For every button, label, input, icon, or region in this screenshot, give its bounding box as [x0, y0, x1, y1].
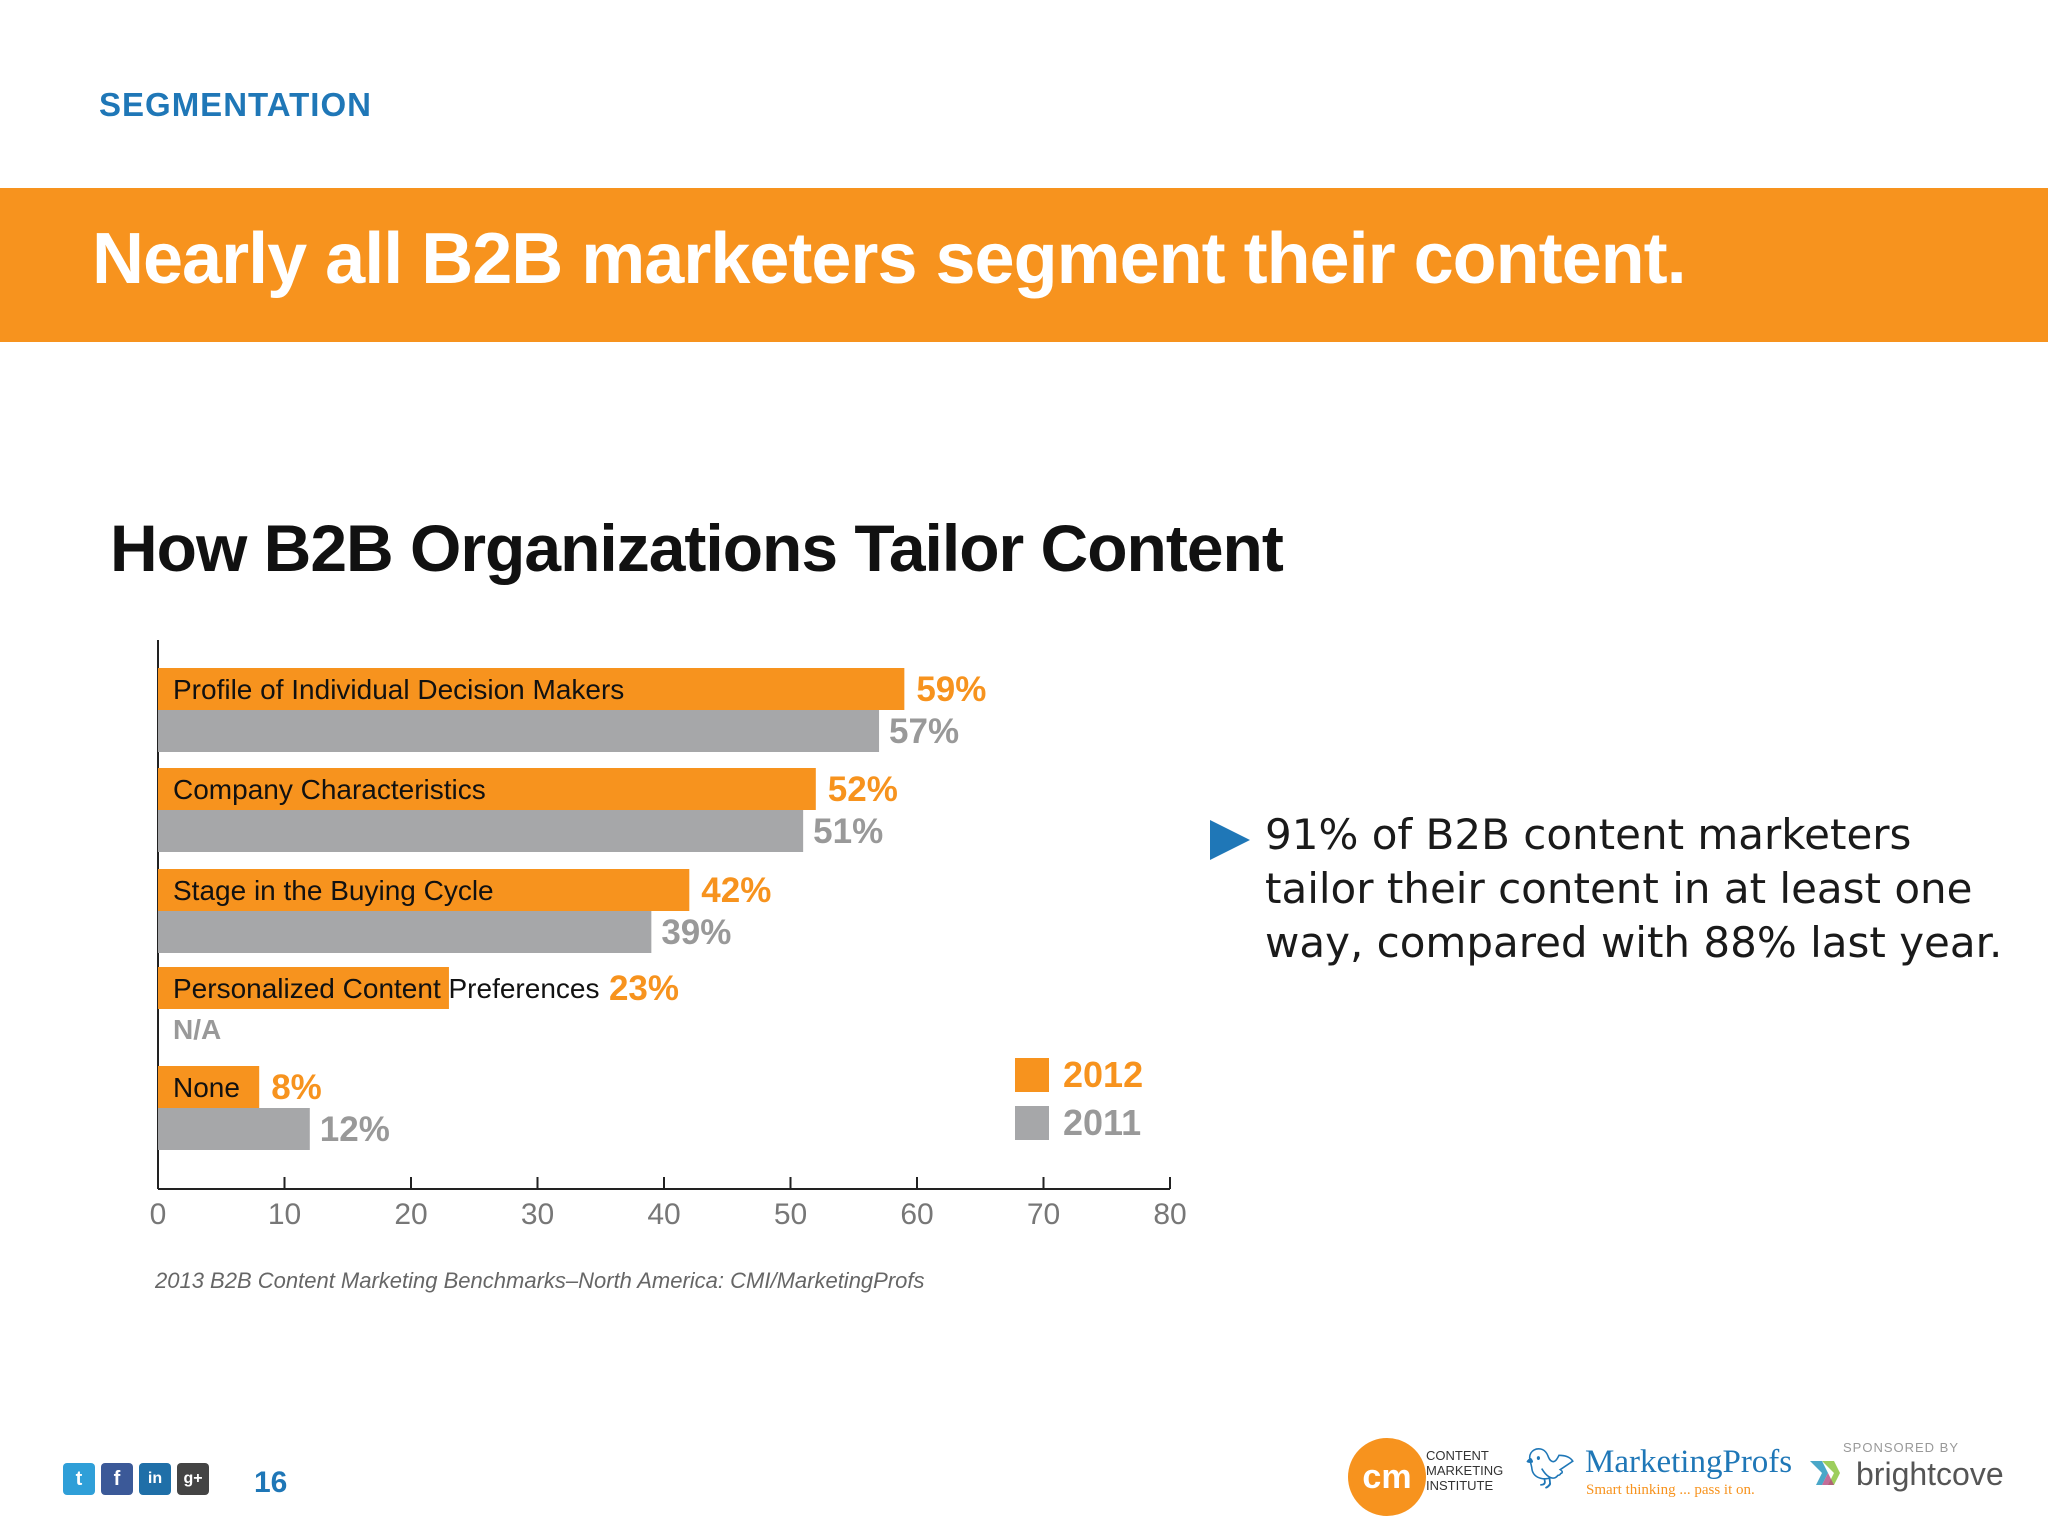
x-tick-label: 30: [521, 1198, 554, 1231]
linkedin-icon[interactable]: in: [139, 1463, 171, 1495]
value-label-2011: 57%: [889, 712, 959, 751]
twitter-icon[interactable]: t: [63, 1463, 95, 1495]
title-banner: [0, 188, 2048, 342]
bar-2012: [158, 668, 905, 710]
triangle-right-icon: [1210, 820, 1250, 860]
bar-2012: [158, 869, 690, 911]
cmi-text-line-1: CONTENT: [1426, 1448, 1489, 1463]
section-label: SEGMENTATION: [99, 86, 372, 123]
cmi-logo-mark: cm: [1362, 1457, 1412, 1496]
value-label-2012: 52%: [828, 770, 898, 809]
bar-2011: [158, 1108, 310, 1150]
value-label-2012: 8%: [271, 1068, 322, 1107]
legend-swatch: [1015, 1106, 1049, 1140]
cmi-logo: cm: [1348, 1438, 1426, 1516]
x-tick-label: 50: [774, 1198, 807, 1231]
x-tick-label: 40: [647, 1198, 680, 1231]
legend-label: 2011: [1063, 1102, 1141, 1143]
cmi-logo-text: CONTENT MARKETING INSTITUTE: [1426, 1448, 1503, 1493]
value-label-2012: 23%: [609, 969, 679, 1008]
x-tick-label: 20: [394, 1198, 427, 1231]
google-plus-icon[interactable]: g+: [177, 1463, 209, 1495]
bar-2012: [158, 967, 449, 1009]
cmi-text-line-2: MARKETING: [1426, 1463, 1504, 1478]
x-tick-label: 10: [268, 1198, 301, 1231]
category-label: Personalized Content Preferences: [173, 973, 599, 1004]
callout-text: 91% of B2B content marketers tailor thei…: [1265, 810, 2003, 967]
cmi-text-line-3: INSTITUTE: [1426, 1478, 1494, 1493]
bar-2011: [158, 710, 880, 752]
marketingprofs-logo: MarketingProfs: [1585, 1444, 1793, 1480]
category-label: Stage in the Buying Cycle: [173, 875, 494, 906]
source-note: 2013 B2B Content Marketing Benchmarks–No…: [155, 1268, 925, 1293]
facebook-icon[interactable]: f: [101, 1463, 133, 1495]
category-label: Company Characteristics: [173, 774, 486, 805]
bar-2011: [158, 810, 804, 852]
brightcove-logo: brightcove: [1856, 1456, 2004, 1492]
bar-2012: [158, 768, 816, 810]
legend-label: 2012: [1063, 1054, 1143, 1095]
chart-title: How B2B Organizations Tailor Content: [110, 511, 1284, 585]
value-label-2011: N/A: [173, 1014, 221, 1045]
value-label-2012: 59%: [916, 670, 986, 709]
bar-chart: 0 10 20 30 40 50 60 70 80 Profile of Individual D…: [150, 640, 1187, 1231]
x-tick-label: 80: [1153, 1198, 1186, 1231]
legend-swatch: [1015, 1058, 1049, 1092]
value-label-2011: 12%: [320, 1110, 390, 1149]
bird-icon: 🐦︎: [1525, 1447, 1576, 1491]
x-tick-label: 0: [150, 1198, 167, 1231]
category-label: Profile of Individual Decision Makers: [173, 674, 624, 705]
value-label-2012: 42%: [701, 871, 771, 910]
category-label: None: [173, 1072, 240, 1103]
x-tick-label: 70: [1027, 1198, 1060, 1231]
sponsored-by-label: SPONSORED BY: [1843, 1440, 1960, 1455]
bar-2011: [158, 911, 652, 953]
social-links: t f in g+: [63, 1463, 209, 1495]
value-label-2011: 51%: [813, 812, 883, 851]
brightcove-mark-icon: [1810, 1461, 1840, 1485]
bar-2012: [158, 1066, 260, 1108]
page-title: Nearly all B2B marketers segment their c…: [92, 219, 1687, 299]
x-tick-label: 60: [900, 1198, 933, 1231]
value-label-2011: 39%: [661, 913, 731, 952]
page-number: 16: [254, 1466, 288, 1499]
marketingprofs-tagline: Smart thinking ... pass it on.: [1586, 1482, 1755, 1498]
